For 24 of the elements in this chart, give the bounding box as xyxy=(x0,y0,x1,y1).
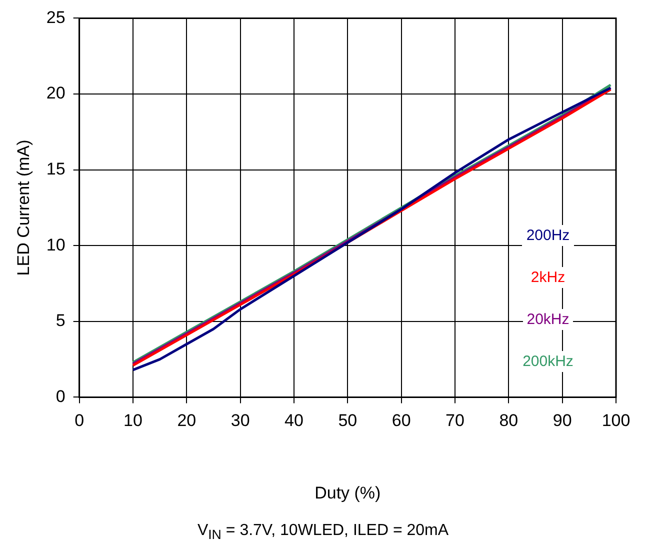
y-tick-label: 10 xyxy=(46,235,66,254)
x-tick-label: 60 xyxy=(392,411,411,430)
x-axis-title: Duty (%) xyxy=(314,483,381,502)
x-tick-label: 40 xyxy=(284,411,304,430)
x-tick-label: 0 xyxy=(74,411,84,430)
text: V$_{IN}$ = 3.7V, 10WLED, ILED = 20mA xyxy=(196,522,450,542)
x-tick-label: 30 xyxy=(230,411,250,430)
y-tick-label: 5 xyxy=(56,311,66,330)
text: 200kHz xyxy=(518,351,578,372)
y-tick-label: 15 xyxy=(46,159,66,178)
y-axis-title: LED Current (mA) xyxy=(14,140,33,276)
y-tick-label: 0 xyxy=(56,386,66,406)
y-tick-label: 25 xyxy=(46,8,66,27)
x-tick-label: 100 xyxy=(602,411,630,430)
text: 2kHz xyxy=(526,267,570,288)
x-tick-label: 90 xyxy=(552,411,572,430)
text: 20kHz xyxy=(522,309,574,330)
x-tick-label: 50 xyxy=(338,411,358,430)
text: 200Hz xyxy=(522,225,574,246)
y-tick-label: 20 xyxy=(46,84,66,103)
x-tick-label: 80 xyxy=(499,411,518,430)
x-tick-label: 20 xyxy=(177,411,196,430)
x-tick-label: 10 xyxy=(124,411,142,430)
x-tick-label: 70 xyxy=(446,411,464,430)
